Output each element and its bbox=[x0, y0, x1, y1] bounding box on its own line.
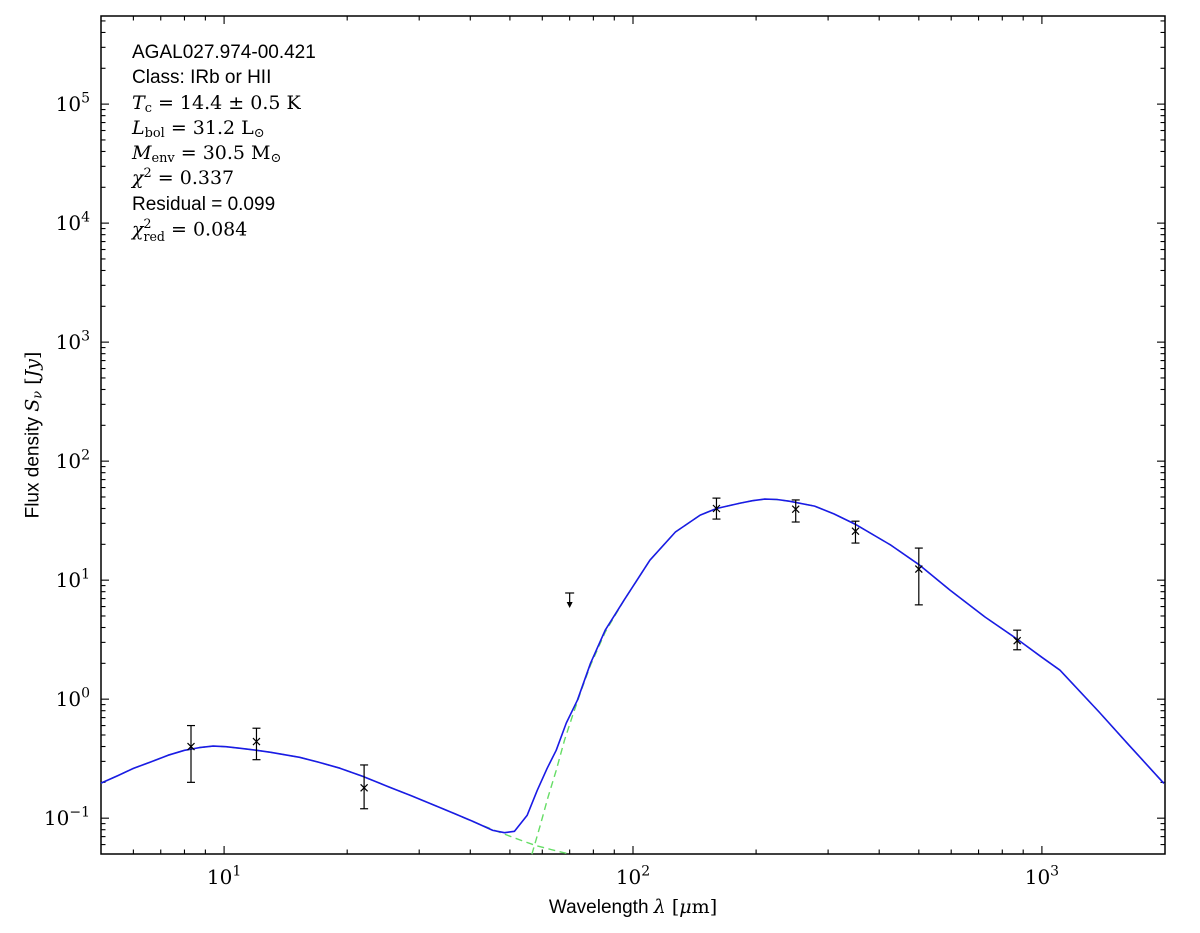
x-tick-label: 103 bbox=[1025, 864, 1059, 890]
y-tick-label: 103 bbox=[56, 329, 90, 355]
data-point bbox=[187, 724, 196, 783]
x-marker bbox=[791, 505, 800, 514]
data-point bbox=[1013, 629, 1022, 651]
x-axis-label: Wavelength λ [μm] bbox=[548, 896, 718, 918]
x-marker bbox=[252, 737, 261, 746]
data-point bbox=[791, 499, 800, 523]
y-tick-label: 10−1 bbox=[44, 805, 90, 831]
total-fit-curve bbox=[100, 498, 1165, 834]
annotation-bolometric-luminosity: Lbol = 31.2 L⊙ bbox=[132, 116, 265, 142]
data-point bbox=[252, 727, 261, 761]
annotation-block: AGAL027.974-00.421 Class: IRb or HII Tc = … bbox=[132, 40, 316, 245]
y-tick-label: 102 bbox=[56, 448, 90, 474]
x-tick-label: 102 bbox=[616, 864, 650, 890]
y-tick-label: 105 bbox=[56, 91, 90, 117]
data-point bbox=[712, 497, 721, 520]
x-marker bbox=[1013, 636, 1022, 645]
upper-limit-marker bbox=[565, 592, 575, 608]
x-marker bbox=[360, 783, 369, 792]
y-tick-label: 101 bbox=[56, 567, 90, 593]
data-point bbox=[914, 547, 923, 606]
x-marker bbox=[187, 742, 195, 751]
annotation-dust-temperature: Tc = 14.4 ± 0.5 K bbox=[132, 91, 301, 116]
cold-component-curve bbox=[531, 498, 1165, 855]
hot-component-curve bbox=[100, 745, 570, 855]
x-marker bbox=[851, 527, 860, 536]
annotation-envelope-mass: Menv = 30.5 M⊙ bbox=[132, 142, 282, 167]
y-tick-label: 104 bbox=[56, 210, 90, 236]
annotation-reduced-chi-squared: χ 2 red = 0.084 bbox=[132, 216, 248, 245]
down-arrow-icon bbox=[566, 601, 573, 608]
x-tick-label: 101 bbox=[207, 864, 241, 890]
x-marker bbox=[712, 504, 721, 513]
annotation-chi-squared: χ2 = 0.337 bbox=[132, 166, 235, 190]
annotation-source-class: Class: IRb or HII bbox=[132, 67, 272, 89]
y-tick-label: 100 bbox=[56, 686, 90, 712]
data-point bbox=[360, 764, 369, 810]
annotation-source-name: AGAL027.974-00.421 bbox=[132, 42, 316, 63]
x-marker bbox=[914, 565, 923, 573]
y-axis-label: Flux density Sν [Jy] bbox=[21, 351, 46, 519]
data-point bbox=[851, 520, 860, 544]
annotation-residual: Residual = 0.099 bbox=[132, 193, 276, 215]
